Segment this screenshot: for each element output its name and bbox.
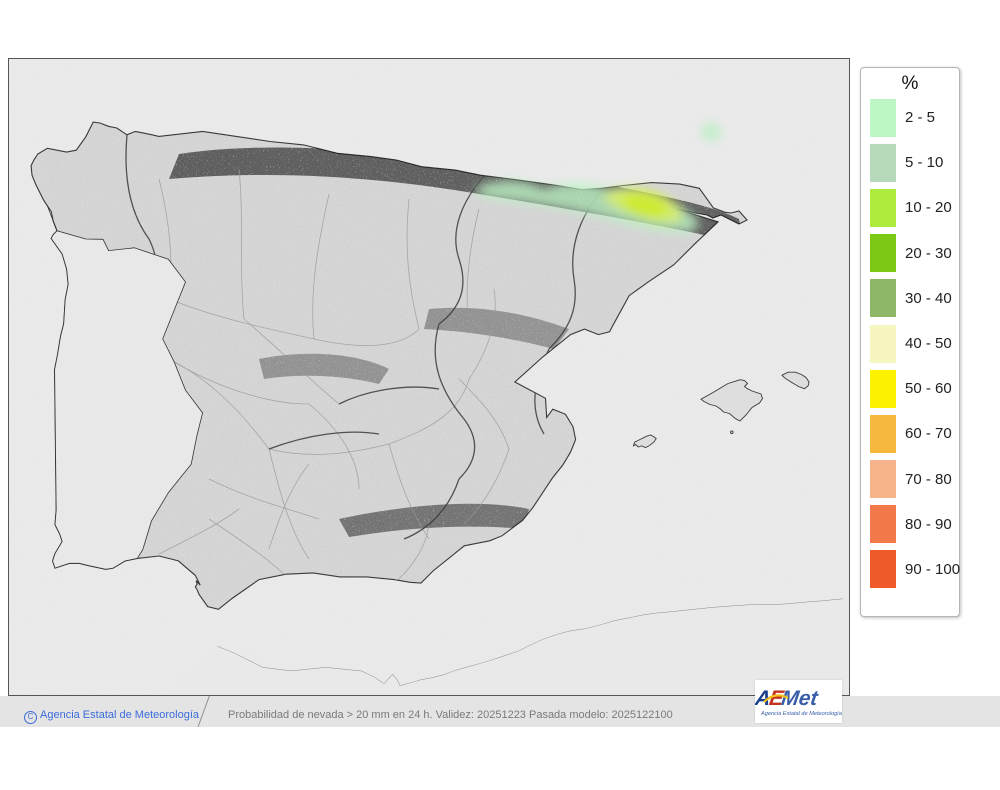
svg-text:Met: Met bbox=[780, 687, 820, 710]
svg-text:Agencia Estatal de Meteorologí: Agencia Estatal de Meteorología bbox=[760, 711, 842, 717]
